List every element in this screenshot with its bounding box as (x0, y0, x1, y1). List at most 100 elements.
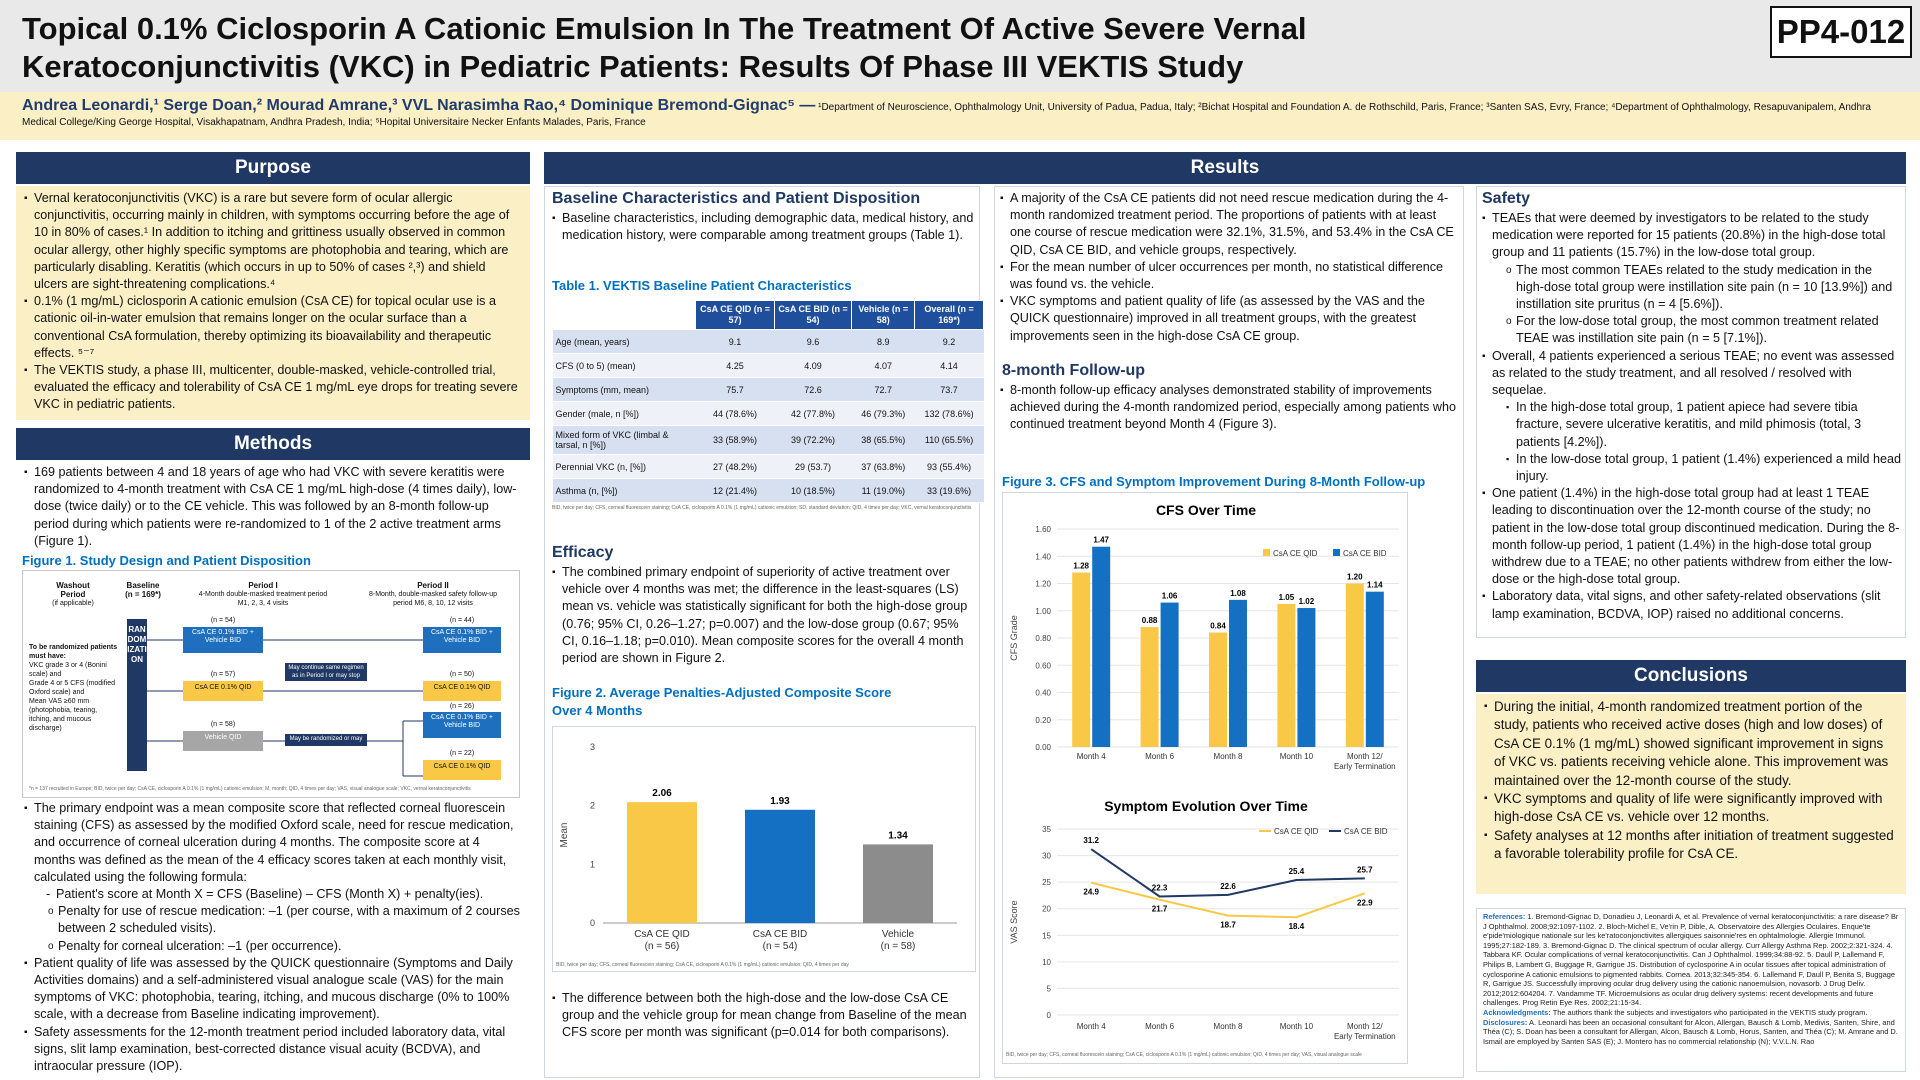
data-label: 18.4 (1289, 922, 1305, 931)
x-tick-label: CsA CE QID (634, 929, 690, 940)
bar (1092, 546, 1111, 747)
fig1-p2-n: (n = 50) (449, 671, 475, 678)
fig2-note: BID, twice per day; CFS, corneal fluores… (556, 962, 849, 968)
safety-bullet: One patient (1.4%) in the high-dose tota… (1482, 485, 1902, 588)
data-label: 2.06 (652, 788, 672, 799)
data-label: 0.84 (1210, 622, 1226, 631)
x-tick-label: Month 10 (1280, 1022, 1314, 1031)
figure3-caption: Figure 3. CFS and Symptom Improvement Du… (1002, 474, 1426, 489)
table-cell: 44 (78.6%) (695, 401, 775, 426)
bar (627, 802, 697, 923)
baseline-heading: Baseline Characteristics and Patient Dis… (552, 190, 921, 207)
purpose-bullet: 0.1% (1 mg/mL) ciclosporin A cationic em… (24, 293, 522, 362)
refs-label: References: (1483, 912, 1526, 921)
data-label: 1.14 (1367, 581, 1383, 590)
purpose-header: Purpose (16, 152, 530, 184)
safety-subitem: In the high-dose total group, 1 patient … (1506, 399, 1902, 451)
x-tick-label: Month 4 (1077, 752, 1106, 761)
x-tick-label: Early Termination (1334, 1032, 1396, 1041)
data-label: 18.7 (1220, 921, 1236, 930)
x-tick-label: (n = 56) (645, 941, 680, 952)
legend-label: CsA CE QID (1274, 827, 1319, 836)
data-label: 21.7 (1152, 905, 1168, 914)
table1-note: BID, twice per day; CFS, corneal fluores… (552, 505, 972, 511)
x-tick-label: Month 10 (1280, 752, 1314, 761)
safety-heading: Safety (1482, 190, 1531, 207)
fig1-note-continue: May continue same regimen as in Period I… (285, 663, 367, 681)
methods-rest: The primary endpoint was a mean composit… (16, 800, 530, 1075)
y-tick-label: 0.40 (1035, 689, 1051, 698)
disc-text: A. Leonardi has been an occasional consu… (1483, 1017, 1898, 1046)
safety-box (1476, 186, 1906, 638)
table-cell: 37 (63.8%) (851, 454, 915, 479)
followup-heading: 8-month Follow-up (1002, 362, 1146, 379)
table-cell: 9.1 (695, 329, 775, 354)
table-row: Symptoms (mm, mean) 75.7 72.6 72.7 73.7 (552, 377, 984, 402)
fig1-p1-n: (n = 54) (210, 617, 236, 624)
y-tick-label: 1.60 (1035, 525, 1051, 534)
methods-bullet: Patient quality of life was assessed by … (24, 955, 522, 1024)
table-cell: 33 (19.6%) (914, 478, 984, 503)
y-axis-label: CFS Grade (1009, 615, 1019, 661)
table-row: Perennial VKC (n, [%]) 27 (48.2%) 29 (53.7… (552, 454, 984, 479)
table-cell: Gender (male, n [%]) (552, 401, 696, 426)
table1-caption: Table 1. VEKTIS Baseline Patient Charact… (552, 278, 852, 293)
methods-header: Methods (16, 428, 530, 460)
data-label: 24.9 (1083, 888, 1099, 897)
x-tick-label: Month 8 (1214, 752, 1243, 761)
table-row: Gender (male, n [%]) 44 (78.6%) 42 (77.8%)… (552, 401, 984, 426)
y-tick-label: 35 (1042, 825, 1051, 834)
baseline-table: CsA CE QID (n = 57) CsA CE BID (n = 54) Ve… (551, 300, 984, 503)
methods-bullet: The primary endpoint was a mean composit… (24, 800, 522, 955)
series-line (1090, 881, 1366, 919)
penalty-item: Penalty for corneal ulceration: –1 (per … (48, 938, 522, 955)
table1: CsA CE QID (n = 57) CsA CE BID (n = 54) Ve… (551, 300, 984, 530)
table-cell: 10 (18.5%) (774, 478, 852, 503)
fig1-p2-arm: CsA CE 0.1% BID + Vehicle BID (423, 627, 501, 653)
data-label: 31.2 (1083, 836, 1099, 845)
table-header-cell: CsA CE BID (n = 54) (773, 300, 853, 330)
table-row: Age (mean, years) 9.1 9.6 8.9 9.2 (552, 329, 984, 354)
table-cell: Asthma (n, [%]) (552, 478, 696, 503)
safety-subitem: The most common TEAEs related to the stu… (1506, 262, 1902, 314)
table-header-cell: Overall (n = 169*) (914, 300, 984, 330)
data-label: 1.08 (1230, 589, 1246, 598)
safety-text: TEAEs that were deemed by investigators … (1482, 210, 1902, 623)
fig3b-svg: Symptom Evolution Over Time 0 5 10 15 20 25 30 3… (1009, 798, 1399, 1041)
results-bullet: VKC symptoms and patient quality of life… (1000, 293, 1458, 345)
table-cell: 29 (53.7) (774, 454, 852, 479)
y-tick-label: 15 (1042, 931, 1051, 940)
purpose-bullet: The VEKTIS study, a phase III, multicent… (24, 362, 522, 414)
bar (1365, 591, 1384, 747)
bar (863, 844, 933, 923)
table-cell: Symptoms (mm, mean) (552, 377, 696, 402)
diff-text: The difference between both the high-dos… (552, 990, 976, 1042)
y-tick-label: 3 (590, 742, 595, 752)
table-cell: 12 (21.4%) (695, 478, 775, 503)
table-row: CFS (0 to 5) (mean) 4.25 4.09 4.07 4.14 (552, 353, 984, 378)
conclusion-bullet: Safety analyses at 12 months after initi… (1484, 827, 1898, 864)
legend-label: CsA CE BID (1343, 549, 1387, 558)
safety-bullet: Overall, 4 patients experienced a seriou… (1482, 348, 1902, 486)
bar (1297, 608, 1316, 747)
data-label: 25.4 (1289, 867, 1305, 876)
legend-label: CsA CE QID (1273, 549, 1318, 558)
results-bullet: A majority of the CsA CE patients did no… (1000, 190, 1458, 259)
fig1-p1-n: (n = 57) (210, 671, 236, 678)
bar (1229, 599, 1247, 747)
table-cell: 73.7 (914, 377, 984, 402)
table-cell: 8.9 (851, 329, 915, 354)
x-tick-label: (n = 58) (881, 941, 916, 952)
table-cell: 4.25 (695, 353, 775, 378)
references-box: References: 1. Bremond-Gignac D, Donadie… (1476, 908, 1906, 1072)
fig3-note: BID, twice per day; CFS, corneal fluores… (1006, 1052, 1362, 1058)
table-cell: 33 (58.9%) (695, 425, 775, 455)
y-tick-label: 0.00 (1035, 743, 1051, 752)
ack-text: The authors thank the subjects and inves… (1552, 1007, 1868, 1017)
series-line (1090, 848, 1365, 898)
y-tick-label: 1.20 (1035, 580, 1051, 589)
legend-swatch (1263, 549, 1270, 556)
table-cell: 46 (79.3%) (851, 401, 915, 426)
y-tick-label: 10 (1042, 958, 1051, 967)
followup-bullet: 8-month follow-up efficacy analyses demo… (1000, 382, 1458, 434)
